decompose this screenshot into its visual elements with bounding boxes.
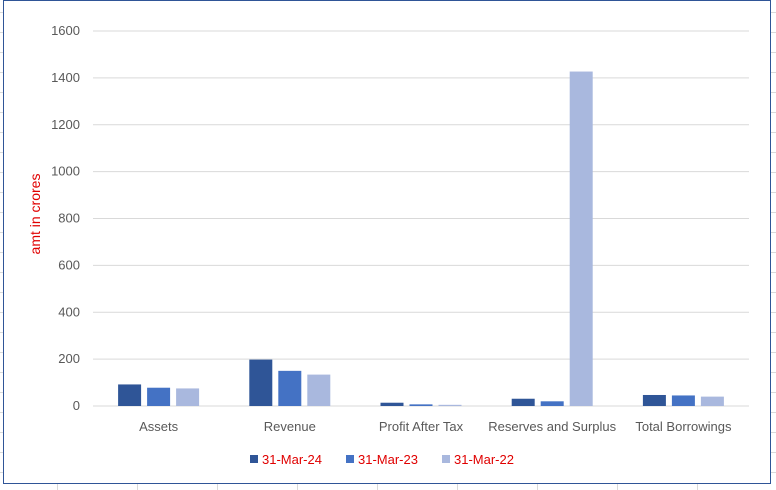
x-tick-label: Revenue [264,419,316,434]
legend-label: 31-Mar-23 [358,452,418,467]
y-tick-label: 600 [58,257,80,272]
legend-label: 31-Mar-22 [454,452,514,467]
bar [249,359,273,406]
bar [147,387,171,406]
y-axis-title: amt in crores [27,174,43,255]
legend-swatch [250,455,258,463]
x-tick-label: Total Borrowings [635,419,732,434]
y-tick-label: 1600 [51,23,80,38]
y-tick-label: 1400 [51,70,80,85]
legend-swatch [442,455,450,463]
bar [511,398,535,406]
y-tick-label: 400 [58,304,80,319]
x-tick-label: Profit After Tax [379,419,464,434]
bar [700,396,724,406]
legend-label: 31-Mar-24 [262,452,322,467]
bar [438,404,462,406]
bar [118,384,142,406]
bar [642,394,666,406]
bar [176,388,200,406]
bar [278,370,302,406]
y-tick-label: 800 [58,211,80,226]
y-tick-label: 200 [58,351,80,366]
y-axis-ticks: 0 200 400 600 800 1000 1200 1400 1600 [51,23,80,413]
y-tick-label: 1000 [51,164,80,179]
bar-chart: 0 200 400 600 800 1000 1200 1400 1600 Assets Reve… [27,23,749,467]
legend: 31-Mar-24 31-Mar-23 31-Mar-22 [250,452,514,467]
bar [380,402,404,406]
legend-swatch [346,455,354,463]
gridlines [93,30,749,407]
bars [118,71,724,406]
y-tick-label: 0 [73,398,80,413]
bar [569,71,593,406]
x-tick-label: Assets [139,419,179,434]
bar [409,404,433,406]
x-tick-label: Reserves and Surplus [488,419,616,434]
chart-frame: 0 200 400 600 800 1000 1200 1400 1600 Assets Reve… [3,0,771,484]
bar [307,374,331,406]
bar [671,395,695,406]
x-axis-ticks: Assets Revenue Profit After Tax Reserves an… [139,419,732,434]
y-tick-label: 1200 [51,117,80,132]
bar [540,401,564,406]
